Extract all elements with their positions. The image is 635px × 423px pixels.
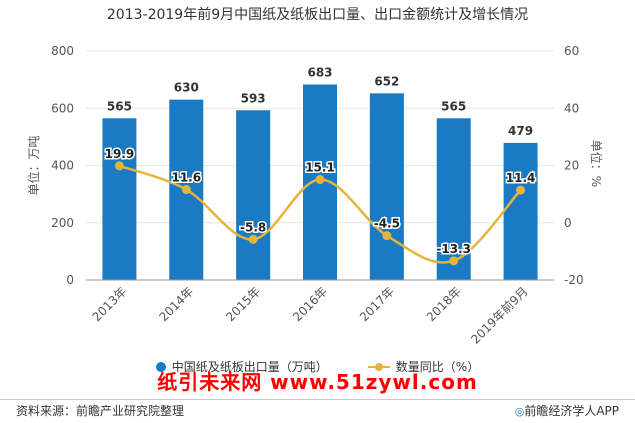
- y-tick-label: 200: [51, 216, 74, 230]
- y2-axis-title: 单位：%: [589, 140, 604, 187]
- x-tick-label: 2017年: [357, 284, 397, 324]
- app-credit: ◎前瞻经济学人APP: [515, 402, 619, 419]
- bar: [369, 93, 404, 281]
- bar-value-label: 565: [107, 99, 132, 113]
- y2-tick-label: 20: [564, 159, 579, 173]
- line-value-label: 11.6: [171, 171, 201, 185]
- y2-tick-label: 0: [564, 216, 572, 230]
- data-labels: 565 630 593 683 652 565 479 19.9 11.6 -5.8 15.1 -4.…: [103, 65, 537, 257]
- chart-title: 2013-2019年前9月中国纸及纸板出口量、出口金额统计及增长情况: [106, 7, 529, 23]
- bar: [236, 110, 271, 280]
- bar-value-label: 565: [441, 99, 466, 113]
- x-tick-label: 2016年: [290, 284, 330, 324]
- source-note: 资料来源：前瞻产业研究院整理: [16, 404, 185, 418]
- bar-value-label: 593: [241, 91, 266, 105]
- y2-tick-label: 40: [564, 101, 579, 115]
- line-series: [114, 161, 526, 266]
- legend-bar-swatch: [155, 361, 166, 372]
- bar-value-label: 630: [174, 81, 199, 95]
- legend: 中国纸及纸板出口量（万吨） 数量同比（%）: [0, 358, 635, 375]
- y-tick-label: 800: [51, 44, 74, 58]
- site-watermark: 纸引未来网 www.51zywl.com: [157, 370, 478, 394]
- legend-item-bar: 中国纸及纸板出口量（万吨）: [155, 358, 328, 375]
- line-value-label: 19.9: [105, 147, 135, 161]
- y2-tick-label: -20: [564, 273, 584, 287]
- legend-line-label: 数量同比（%）: [395, 360, 480, 374]
- bar: [102, 118, 137, 280]
- y-tick-label: 400: [51, 159, 74, 173]
- y-tick-label: 600: [51, 101, 74, 115]
- x-tick-label: 2018年: [424, 284, 464, 324]
- y-axis-title: 单位：万吨: [26, 135, 41, 195]
- x-tick-label: 2014年: [156, 284, 196, 324]
- x-tick-label: 2013年: [90, 284, 130, 324]
- app-name: 前瞻经济学人APP: [524, 404, 619, 418]
- line-value-label: 11.4: [506, 171, 536, 185]
- line-value-label: 15.1: [305, 161, 335, 175]
- legend-line-swatch: [367, 362, 390, 372]
- legend-item-line: 数量同比（%）: [367, 358, 480, 375]
- line-value-label: -13.3: [436, 242, 471, 256]
- bar-value-label: 652: [374, 74, 399, 88]
- footer: 资料来源：前瞻产业研究院整理 ◎前瞻经济学人APP: [0, 399, 635, 420]
- line-point: [516, 185, 526, 195]
- y-tick-label: 0: [66, 273, 74, 287]
- line-value-label: -5.8: [240, 220, 266, 234]
- bar-value-label: 479: [508, 124, 533, 138]
- bar: [503, 142, 538, 280]
- combo-chart: 565 630 593 683 652 565 479 19.9 11.6 -5.8 15.1 -4.…: [26, 44, 604, 347]
- line-point: [315, 175, 325, 185]
- bar-value-label: 683: [307, 65, 332, 79]
- x-tick-label: 2019年前9月: [468, 284, 531, 347]
- line-value-label: -4.5: [374, 217, 400, 231]
- line-point: [449, 256, 459, 266]
- y2-tick-label: 60: [564, 44, 579, 58]
- line-point: [382, 231, 392, 241]
- circle-icon: ◎: [514, 405, 525, 418]
- line-point: [114, 161, 124, 171]
- line-point: [181, 185, 191, 195]
- line-point: [248, 234, 258, 244]
- legend-bar-label: 中国纸及纸板出口量（万吨）: [171, 360, 328, 374]
- x-tick-label: 2015年: [223, 284, 263, 324]
